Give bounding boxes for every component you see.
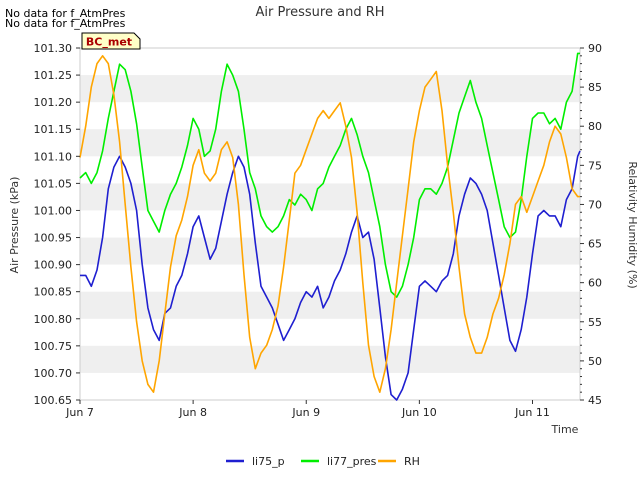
background-band: [80, 345, 580, 373]
x-axis-label: Time: [551, 423, 579, 436]
station-badge: BC_met: [81, 32, 141, 50]
y-tick-label-right: 85: [588, 81, 602, 94]
x-tick-label: Jun 8: [178, 406, 207, 419]
chart-title: Air Pressure and RH: [255, 5, 384, 20]
y-tick-label-right: 55: [588, 316, 602, 329]
y-tick-label-right: 75: [588, 159, 602, 172]
y-tick-label-left: 101.00: [34, 204, 73, 217]
y-tick-label-left: 101.05: [34, 177, 73, 190]
x-tick-label: Jun 10: [401, 406, 437, 419]
legend-label: li77_pres: [327, 455, 377, 468]
y-tick-label-right: 65: [588, 238, 602, 251]
background-band: [80, 129, 580, 157]
y-tick-label-right: 60: [588, 277, 602, 290]
series-layer: [79, 52, 581, 401]
y-axis-label-right: Relativity Humidity (%): [626, 161, 639, 288]
plot-frame: [79, 47, 581, 401]
y-tick-label-left: 100.65: [34, 394, 73, 407]
background-band: [80, 237, 580, 265]
y-tick-label-left: 101.25: [34, 69, 73, 82]
axes-layer: 100.65 100.70 100.75 100.80 100.85 100.90 100.…: [34, 42, 603, 419]
series-line-li77-pres: [79, 52, 580, 298]
y-tick-label-left: 101.20: [34, 96, 73, 109]
y-tick-label-left: 100.95: [34, 232, 73, 245]
station-badge-label: BC_met: [86, 36, 132, 49]
legend-label: RH: [404, 455, 420, 468]
y-tick-label-left: 100.75: [34, 340, 73, 353]
background-band: [80, 75, 580, 103]
y-tick-label-left: 101.30: [34, 42, 73, 55]
legend: li75_p li77_pres RH: [226, 455, 420, 468]
y-tick-label-right: 90: [588, 42, 602, 55]
y-tick-label-left: 100.90: [34, 259, 73, 272]
y-axis-label-left: Air Pressure (kPa): [8, 177, 21, 274]
background-band: [80, 183, 580, 211]
x-tick-label: Jun 9: [291, 406, 320, 419]
y-tick-label-left: 100.85: [34, 286, 73, 299]
x-tick-label: Jun 7: [65, 406, 94, 419]
y-tick-label-right: 70: [588, 198, 602, 211]
y-tick-label-left: 101.10: [34, 150, 73, 163]
y-tick-label-right: 50: [588, 355, 602, 368]
y-tick-label-left: 101.15: [34, 123, 73, 136]
series-line-rh: [79, 54, 580, 394]
y-tick-label-left: 100.70: [34, 367, 73, 380]
no-data-note-1: No data for f_AtmPres: [5, 7, 126, 20]
y-tick-label-left: 100.80: [34, 313, 73, 326]
legend-label: li75_p: [252, 455, 285, 468]
y-tick-label-right: 45: [588, 394, 602, 407]
x-tick-label: Jun 11: [514, 406, 550, 419]
no-data-note-2: No data for f_AtmPres: [5, 17, 126, 30]
background-bands: [80, 75, 580, 373]
y-tick-label-right: 80: [588, 120, 602, 133]
